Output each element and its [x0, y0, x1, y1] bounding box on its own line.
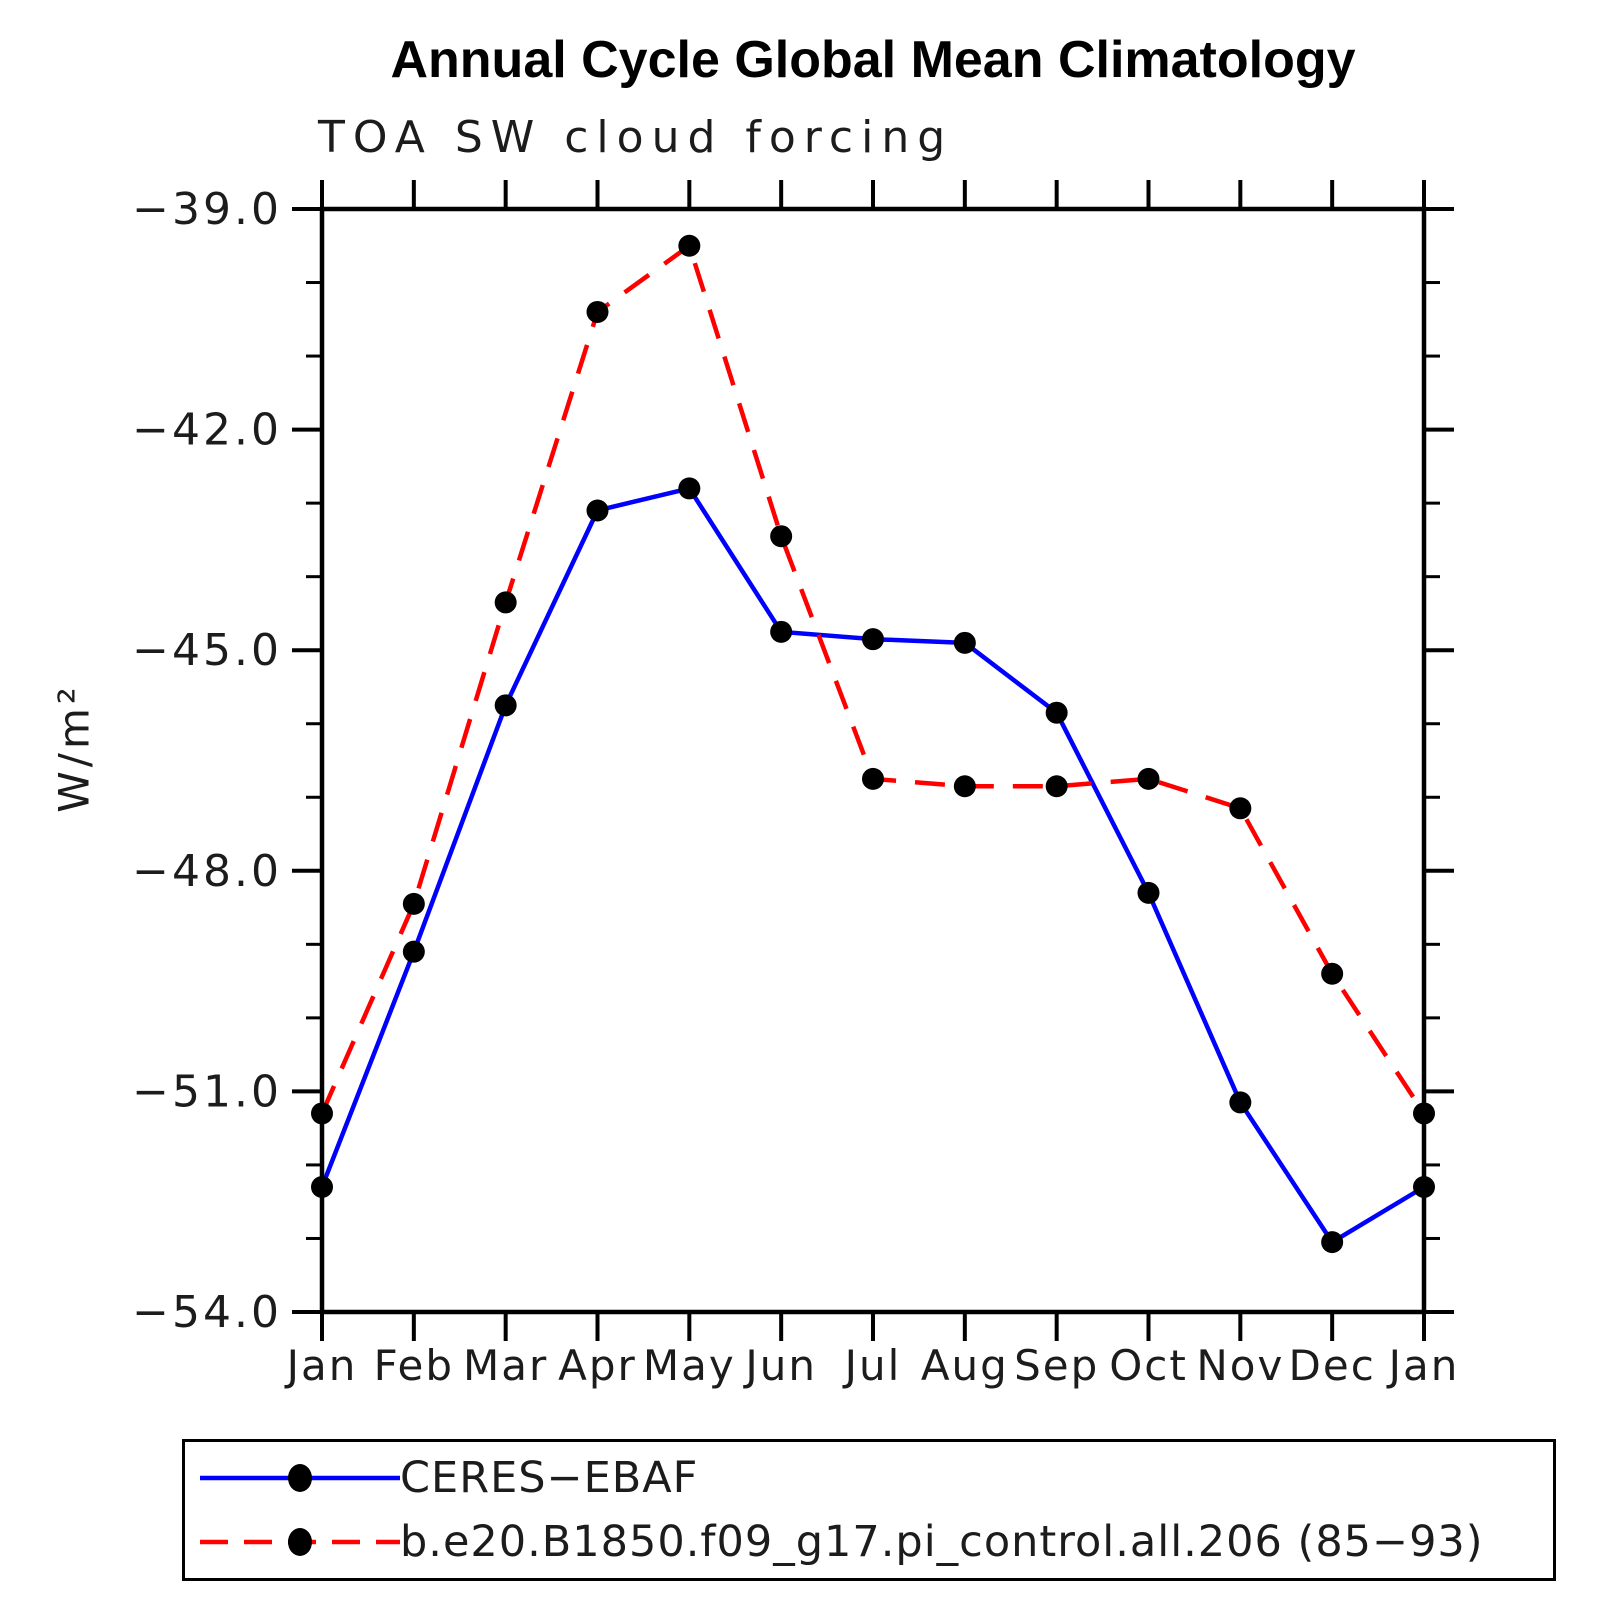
data-point-0-0 — [311, 1175, 333, 1198]
legend-sample-marker-0 — [288, 1464, 312, 1492]
data-point-1-2 — [494, 591, 517, 614]
data-point-1-1 — [402, 892, 425, 915]
series-line-1 — [319, 243, 1426, 1115]
x-tick-label: May — [643, 1341, 736, 1390]
chart-subtitle: TOA SW cloud forcing — [318, 112, 954, 163]
data-point-1-3 — [586, 300, 609, 323]
data-point-0-10 — [1229, 1091, 1252, 1114]
data-point-1-10 — [1229, 797, 1252, 820]
x-tick-label: Dec — [1289, 1341, 1376, 1390]
data-point-0-7 — [953, 631, 976, 654]
data-point-0-6 — [862, 628, 884, 651]
data-point-0-9 — [1137, 881, 1160, 904]
legend-line-sample-model-run — [200, 1528, 400, 1556]
data-point-1-8 — [1045, 775, 1068, 798]
data-point-1-12 — [1413, 1102, 1435, 1125]
legend-sample-marker-1 — [288, 1528, 312, 1556]
data-point-1-6 — [862, 767, 884, 790]
legend-item-model-run: b.e20.B1850.f09_g17.pi_control.all.206 (… — [185, 1512, 1553, 1572]
data-point-0-8 — [1045, 701, 1068, 724]
x-tick-label: Mar — [463, 1341, 548, 1390]
data-point-1-0 — [311, 1102, 333, 1125]
y-tick-label: −48.0 — [132, 846, 282, 897]
legend-item-ceres-ebaf: CERES−EBAF — [185, 1448, 1553, 1508]
y-tick-label: −45.0 — [132, 625, 282, 676]
data-point-0-11 — [1321, 1231, 1344, 1254]
x-tick-label: Jan — [1386, 1341, 1460, 1390]
x-tick-label: Apr — [558, 1341, 637, 1390]
data-point-0-12 — [1413, 1175, 1435, 1198]
y-tick-label: −54.0 — [132, 1287, 282, 1338]
x-tick-label: Nov — [1196, 1341, 1284, 1390]
series-line-0 — [319, 486, 1426, 1245]
data-point-0-1 — [402, 940, 425, 963]
legend-label-ceres-ebaf: CERES−EBAF — [400, 1453, 699, 1503]
data-point-1-4 — [678, 234, 701, 257]
legend-line-sample-ceres-ebaf — [200, 1464, 400, 1492]
x-tick-label: Jan — [284, 1341, 358, 1390]
x-tick-label: Jul — [842, 1341, 902, 1390]
x-tick-label: Aug — [921, 1341, 1009, 1390]
data-point-1-5 — [770, 525, 793, 548]
data-point-1-7 — [953, 775, 976, 798]
legend: CERES−EBAF b.e20.B1850.f09_g17.pi_contro… — [182, 1439, 1556, 1581]
data-point-0-4 — [678, 477, 701, 500]
x-tick-label: Jun — [742, 1341, 817, 1390]
chart-title: Annual Cycle Global Mean Climatology — [390, 31, 1356, 89]
y-tick-label: −51.0 — [132, 1066, 282, 1117]
data-point-0-3 — [586, 499, 609, 522]
y-tick-label: −39.0 — [132, 184, 282, 235]
data-point-0-2 — [494, 694, 517, 717]
x-tick-label: Feb — [374, 1341, 454, 1390]
data-point-0-5 — [770, 620, 793, 643]
x-tick-label: Oct — [1109, 1341, 1188, 1390]
data-point-1-11 — [1321, 962, 1344, 985]
y-tick-label: −42.0 — [132, 405, 282, 456]
data-point-1-9 — [1137, 767, 1160, 790]
legend-label-model-run: b.e20.B1850.f09_g17.pi_control.all.206 (… — [400, 1517, 1484, 1567]
x-tick-label: Sep — [1014, 1341, 1099, 1390]
